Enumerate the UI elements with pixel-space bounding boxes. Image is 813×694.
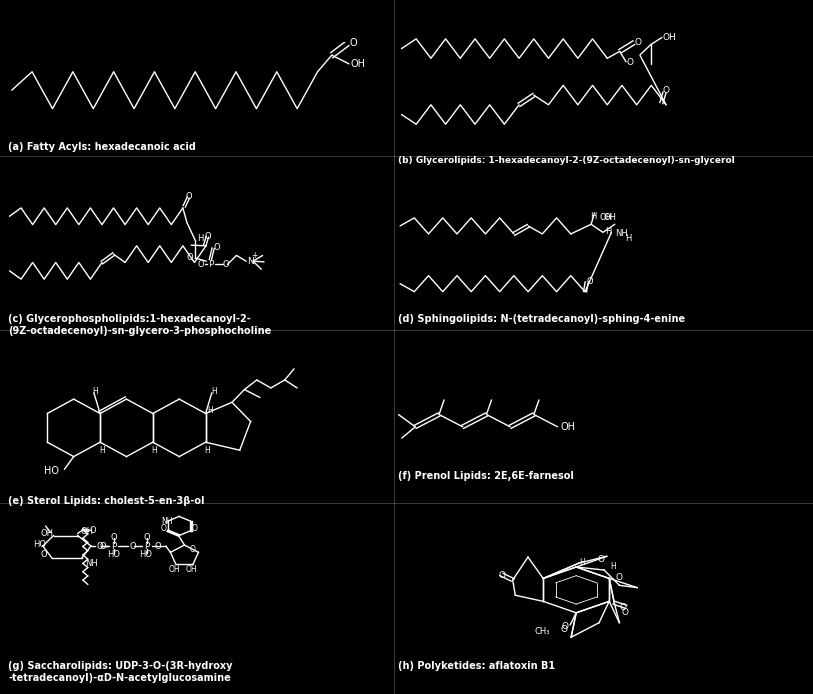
Text: O: O — [498, 571, 506, 580]
Text: (a) Fatty Acyls: hexadecanoic acid: (a) Fatty Acyls: hexadecanoic acid — [8, 142, 196, 152]
Text: N: N — [246, 257, 254, 266]
Text: (d) Sphingolipids: N-(tetradecanoyl)-sphing-4-enine: (d) Sphingolipids: N-(tetradecanoyl)-sph… — [398, 314, 685, 324]
Text: OH: OH — [40, 529, 53, 538]
Text: O: O — [187, 253, 193, 262]
Text: H: H — [590, 212, 597, 221]
Text: OH: OH — [350, 59, 366, 69]
Text: HO: HO — [139, 550, 152, 559]
Text: OH: OH — [168, 566, 180, 574]
Text: H: H — [198, 235, 203, 243]
Text: O: O — [189, 545, 196, 554]
Text: OH: OH — [603, 213, 616, 222]
Text: H: H — [611, 562, 616, 571]
Text: O: O — [185, 192, 192, 201]
Text: O: O — [562, 622, 568, 631]
Text: O: O — [214, 243, 220, 252]
Text: O: O — [627, 58, 633, 67]
Text: O: O — [205, 232, 211, 241]
Text: O: O — [130, 541, 137, 550]
Text: O: O — [223, 260, 229, 269]
Text: O: O — [560, 625, 567, 634]
Text: O: O — [96, 541, 103, 550]
Text: HO: HO — [107, 550, 120, 559]
Text: +: + — [251, 251, 258, 260]
Text: HO: HO — [44, 466, 59, 476]
Text: O: O — [616, 573, 623, 582]
Text: CH₃: CH₃ — [534, 627, 550, 636]
Text: H: H — [151, 446, 157, 455]
Text: O: O — [620, 603, 626, 612]
Text: (g) Saccharolipids: UDP-3-O-(3R-hydroxy
-tetradecanoyl)-αD-N-acetylglucosamine: (g) Saccharolipids: UDP-3-O-(3R-hydroxy … — [8, 661, 233, 683]
Text: (e) Sterol Lipids: cholest-5-en-3β-ol: (e) Sterol Lipids: cholest-5-en-3β-ol — [8, 496, 205, 506]
Text: O: O — [99, 543, 106, 552]
Text: P: P — [207, 260, 213, 269]
Text: (c) Glycerophospholipids:1-hexadecanoyl-2-
(9Z-octadecenoyl)-sn-glycero-3-phosph: (c) Glycerophospholipids:1-hexadecanoyl-… — [8, 314, 272, 336]
Text: O: O — [89, 525, 96, 534]
Text: H: H — [98, 446, 105, 455]
Text: O: O — [663, 87, 670, 95]
Text: OH: OH — [186, 566, 198, 574]
Text: (h) Polyketides: aflatoxin B1: (h) Polyketides: aflatoxin B1 — [398, 661, 555, 671]
Text: OH: OH — [600, 213, 612, 222]
Text: O: O — [587, 277, 593, 286]
Text: O: O — [144, 534, 150, 543]
Text: O: O — [155, 543, 162, 552]
Text: O: O — [622, 609, 629, 617]
Text: P: P — [111, 541, 116, 550]
Text: (b) Glycerolipids: 1-hexadecanoyl-2-(9Z-octadecenoyl)-sn-glycerol: (b) Glycerolipids: 1-hexadecanoyl-2-(9Z-… — [398, 156, 735, 165]
Text: OH: OH — [80, 527, 93, 536]
Text: O: O — [111, 534, 117, 543]
Text: OH: OH — [561, 422, 576, 432]
Text: HO: HO — [33, 540, 46, 548]
Text: H: H — [204, 446, 210, 455]
Text: O: O — [40, 550, 47, 559]
Text: O: O — [598, 555, 605, 564]
Text: H: H — [579, 558, 585, 567]
Text: NH: NH — [615, 230, 628, 239]
Text: (f) Prenol Lipids: 2E,6E-farnesol: (f) Prenol Lipids: 2E,6E-farnesol — [398, 471, 574, 480]
Text: O: O — [350, 38, 358, 48]
Text: H: H — [207, 407, 213, 416]
Text: O: O — [192, 525, 198, 533]
Text: O: O — [161, 525, 167, 533]
Text: OH: OH — [663, 33, 676, 42]
Text: O: O — [635, 38, 641, 47]
Text: NH: NH — [161, 517, 172, 525]
Text: H: H — [605, 227, 611, 236]
Text: P: P — [145, 541, 150, 550]
Text: O: O — [198, 260, 205, 269]
Text: NH: NH — [85, 559, 98, 568]
Text: H: H — [211, 387, 217, 396]
Text: H: H — [625, 235, 632, 243]
Text: H: H — [93, 387, 98, 396]
